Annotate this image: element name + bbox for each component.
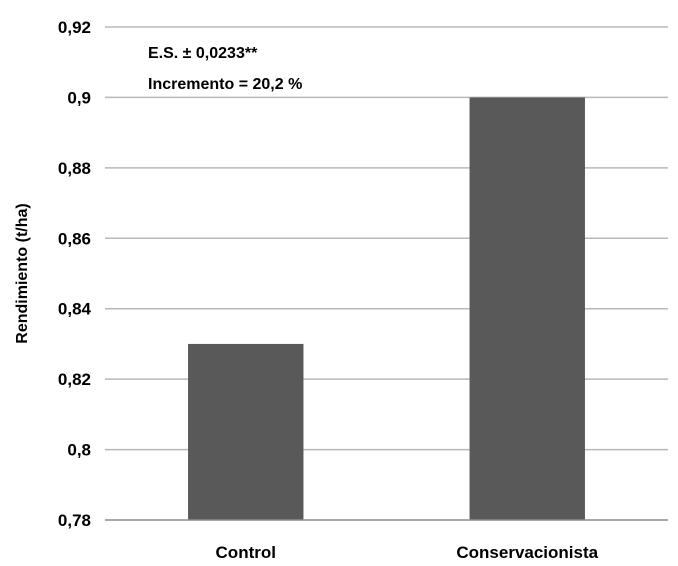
bar-conservacionista (469, 97, 585, 520)
y-tick-labels: 0,78 0,8 0,82 0,84 0,86 0,88 0,9 0,92 (58, 18, 92, 530)
bars (188, 97, 585, 520)
y-axis-label: Rendimiento (t/ha) (14, 203, 31, 343)
y-tick-label: 0,86 (58, 229, 91, 248)
y-tick-label: 0,84 (58, 300, 92, 319)
y-tick-label: 0,78 (58, 511, 91, 530)
annotation-standard-error: E.S. ± 0,0233** (148, 45, 258, 62)
x-tick-labels: Control Conservacionista (216, 543, 599, 562)
y-tick-label: 0,88 (58, 159, 91, 178)
y-tick-label: 0,9 (67, 88, 91, 107)
x-tick-label: Control (216, 543, 276, 561)
y-tick-label: 0,8 (67, 441, 91, 460)
x-tick-label: Conservacionista (456, 543, 598, 561)
y-tick-label: 0,92 (58, 18, 91, 37)
y-tick-label: 0,82 (58, 370, 91, 389)
annotation-increment: Incremento = 20,2 % (148, 76, 302, 93)
bar-control (188, 343, 304, 520)
